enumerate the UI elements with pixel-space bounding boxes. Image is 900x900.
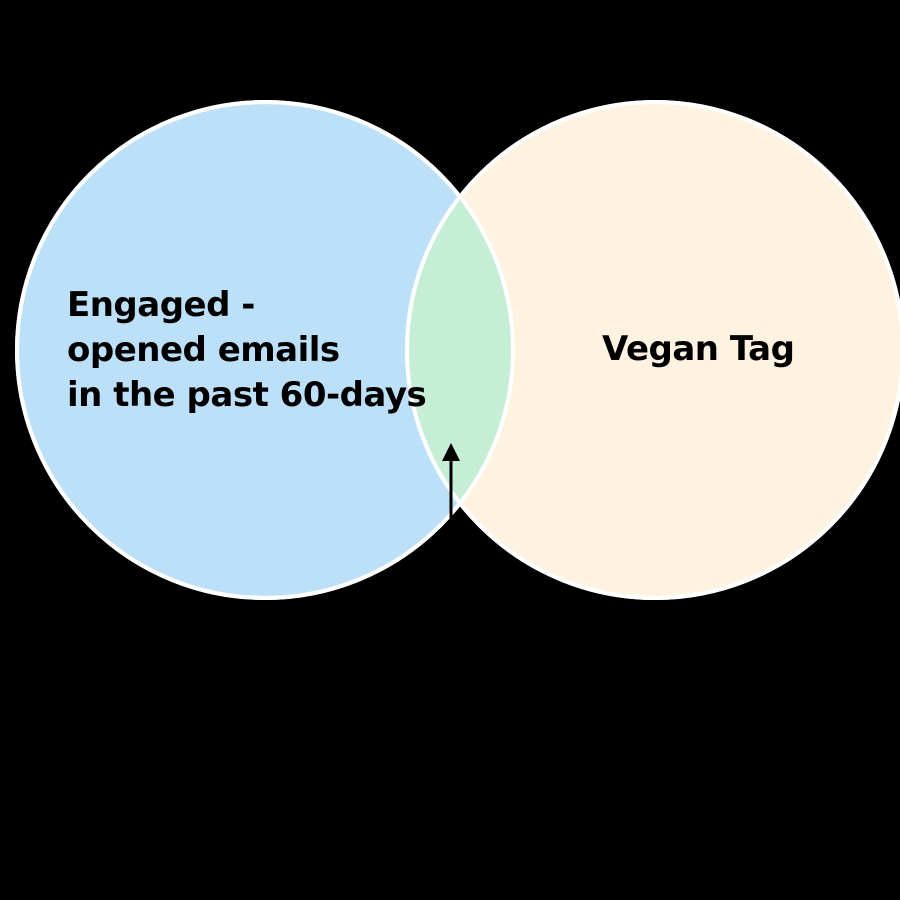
left-label-line-1: Engaged - [67, 285, 255, 325]
left-label-line-2: opened emails [67, 330, 340, 370]
right-set-outline [405, 100, 900, 600]
right-set-label: Vegan Tag [602, 329, 794, 369]
right-label-line-1: Vegan Tag [602, 329, 794, 369]
left-set-outline [15, 100, 515, 600]
left-label-line-3: in the past 60-days [67, 375, 426, 415]
left-set-label: Engaged - opened emails in the past 60-d… [67, 285, 426, 415]
